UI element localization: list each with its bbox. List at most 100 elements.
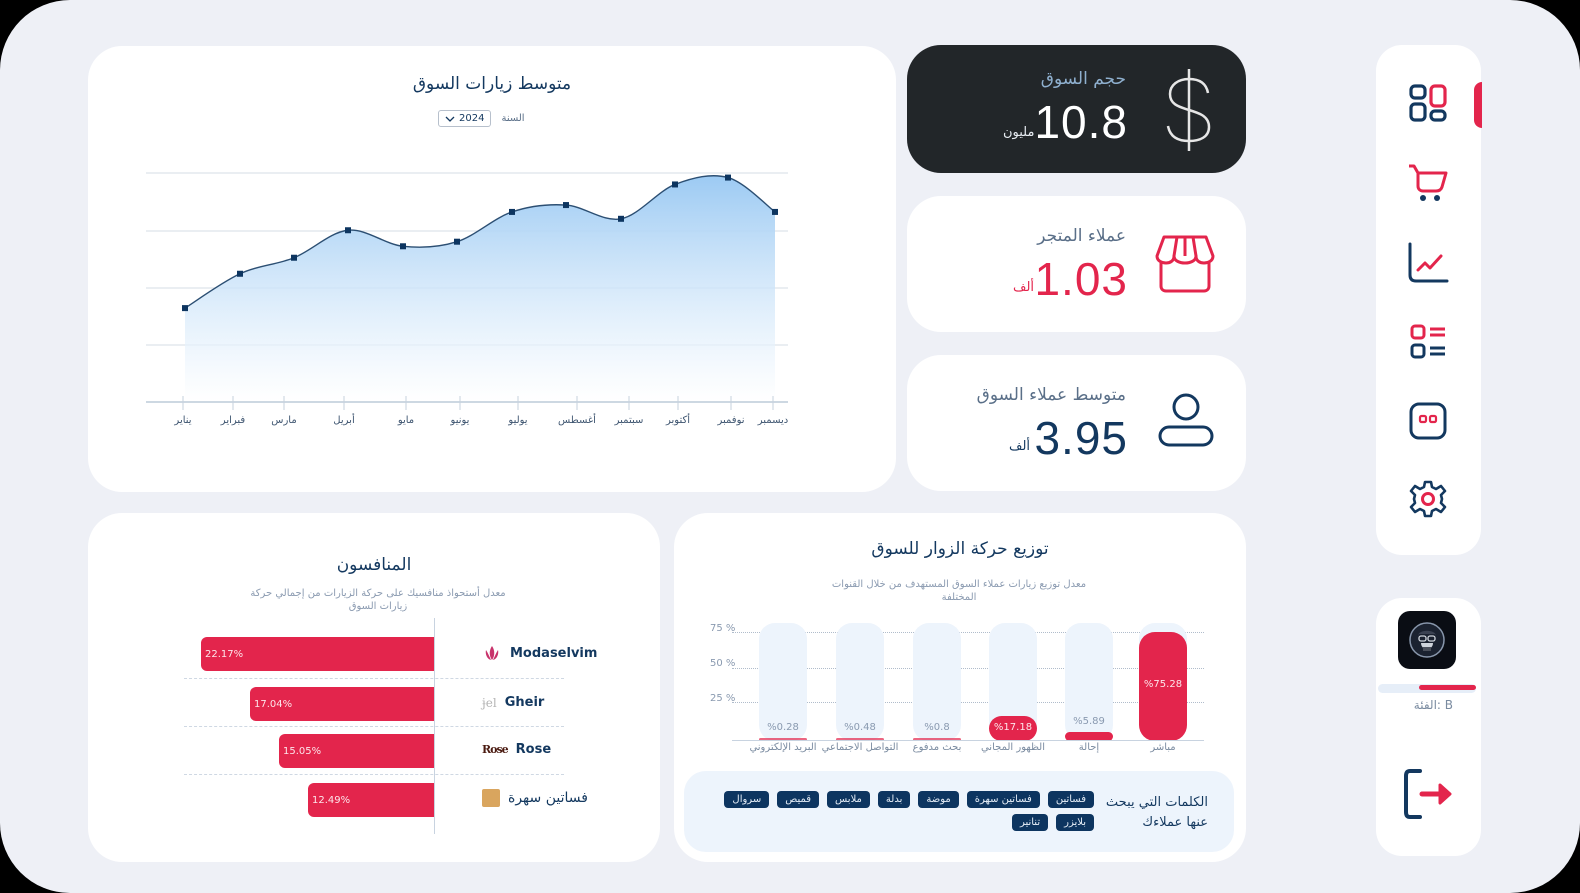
sidebar-item-dashboard[interactable] xyxy=(1406,81,1450,125)
channel-column[interactable] xyxy=(759,623,807,741)
data-point[interactable] xyxy=(772,208,778,215)
sidebar-nav xyxy=(1376,45,1482,555)
keyword-tag[interactable]: بلايزر xyxy=(1056,814,1094,831)
store-customers-label: عملاء المتجر xyxy=(1037,226,1126,246)
data-point[interactable] xyxy=(182,305,188,312)
keyword-tag[interactable]: فساتين xyxy=(1047,791,1094,808)
logout-icon xyxy=(1404,769,1452,819)
market-visits-title: متوسط زيارات السوق xyxy=(412,74,572,94)
sidebar-item-analytics[interactable] xyxy=(1406,241,1450,285)
x-tick-label: أكتوبر xyxy=(665,413,690,426)
market-size-value: 10.8 xyxy=(1034,96,1128,148)
competitor-row[interactable]: 15.05% Rose Rose xyxy=(184,734,564,782)
x-tick-label: نوفمبر xyxy=(716,415,744,426)
channel-column[interactable] xyxy=(1139,623,1187,741)
data-point[interactable] xyxy=(672,181,678,188)
traffic-card: توزيع حركة الزوار للسوق معدل توزيع زيارا… xyxy=(674,513,1246,862)
keyword-tag[interactable]: بدلة xyxy=(877,791,911,808)
grid-line xyxy=(732,702,1204,703)
store-customers-value: 1.03 xyxy=(1034,253,1128,305)
keyword-tag[interactable]: ملابس xyxy=(827,791,870,808)
keyword-tag[interactable]: قميص xyxy=(777,791,820,808)
sidebar-item-cart[interactable] xyxy=(1406,161,1450,205)
channel-bar xyxy=(1065,732,1113,741)
keyword-tag[interactable]: تنانير xyxy=(1011,814,1049,831)
cart-icon xyxy=(1409,164,1448,201)
x-tick-label: أغسطس xyxy=(558,413,596,426)
channel-bar xyxy=(1139,631,1187,741)
store-customers-card: عملاء المتجر 1.03 ألف xyxy=(907,196,1246,332)
data-point[interactable] xyxy=(509,208,515,215)
keyword-tag[interactable]: سروال xyxy=(724,791,770,808)
user-card: الفئة: B xyxy=(1376,598,1481,856)
channel-column[interactable] xyxy=(913,623,961,741)
competitors-title: المنافسون xyxy=(336,555,412,575)
channel-label: بحث مدفوع xyxy=(912,742,962,753)
store-icon xyxy=(1155,235,1215,293)
competitor-bar: 12.49% xyxy=(308,783,434,817)
channel-value: %75.28 xyxy=(1143,679,1183,691)
avg-market-customers-label: متوسط عملاء السوق xyxy=(976,385,1126,405)
channel-label: البريد الإلكتروني xyxy=(749,742,817,753)
keyword-tag[interactable]: فساتين سهرة xyxy=(966,791,1040,808)
data-point[interactable] xyxy=(618,215,624,222)
tier-label: الفئة: B xyxy=(1413,698,1453,712)
competitor-row[interactable]: 12.49% فساتين سهرة xyxy=(184,783,588,831)
year-value: 2024 xyxy=(459,113,485,124)
avatar[interactable] xyxy=(1398,611,1456,669)
grid-icon xyxy=(1409,84,1447,122)
store-customers-unit: ألف xyxy=(1013,280,1035,295)
keyword-tag[interactable]: موضة xyxy=(918,791,959,808)
x-tick-label: يناير xyxy=(173,415,191,426)
y-tick: 75 % xyxy=(710,623,736,634)
market-visits-card: متوسط زيارات السوق 2024 السنة يناير فبراي… xyxy=(88,46,896,492)
data-point[interactable] xyxy=(400,243,406,250)
channel-value: %17.18 xyxy=(993,721,1033,733)
data-point[interactable] xyxy=(291,254,297,261)
rose-logo-icon: Rose xyxy=(482,743,509,756)
market-size-card: حجم السوق 10.8 مليون xyxy=(907,45,1246,173)
channel-column[interactable] xyxy=(836,623,884,741)
competitor-bar: 22.17% xyxy=(201,637,434,671)
x-tick-label: مارس xyxy=(271,415,296,426)
data-point[interactable] xyxy=(237,270,243,277)
market-size-unit: مليون xyxy=(1003,125,1035,140)
channel-bar xyxy=(989,716,1037,741)
channel-label: الظهور المجاني xyxy=(980,742,1046,753)
competitor-name: فساتين سهرة xyxy=(482,789,588,807)
x-tick-label: ديسمبر xyxy=(757,415,788,426)
year-select[interactable]: 2024 xyxy=(438,110,492,127)
competitor-name: Rose Rose xyxy=(482,742,552,757)
channel-bar xyxy=(836,738,884,741)
sidebar-item-chat[interactable] xyxy=(1406,399,1450,443)
competitor-name: ɉel Gheir xyxy=(482,695,545,710)
x-tick-label: فبراير xyxy=(220,415,246,426)
sidebar-item-settings[interactable] xyxy=(1406,477,1450,521)
year-filter: 2024 السنة xyxy=(438,110,525,127)
competitor-row[interactable]: 17.04% ɉel Gheir xyxy=(184,687,564,735)
active-indicator xyxy=(1474,82,1482,128)
competitor-row[interactable]: 22.17% Modaselvim xyxy=(184,637,597,685)
logout-button[interactable] xyxy=(1402,768,1456,824)
traffic-subtitle: معدل توزيع زيارات عملاء السوق المستهدف م… xyxy=(831,579,1087,603)
sidebar-item-list[interactable] xyxy=(1406,321,1450,365)
area-fill xyxy=(185,175,775,402)
competitors-card: المنافسون معدل أستحواذ منافسيك على حركة … xyxy=(88,513,660,862)
data-point[interactable] xyxy=(454,238,460,245)
channel-column[interactable] xyxy=(1065,623,1113,741)
data-point[interactable] xyxy=(345,227,351,234)
y-tick: 25 % xyxy=(710,693,736,704)
row-divider xyxy=(184,726,564,727)
data-point[interactable] xyxy=(563,202,569,209)
row-divider xyxy=(184,774,564,775)
competitor-value: 15.05% xyxy=(283,745,322,757)
data-point[interactable] xyxy=(725,174,731,181)
competitors-subtitle: معدل أستحواذ منافسيك على حركة الزيارات م… xyxy=(250,588,506,612)
competitor-value: 22.17% xyxy=(205,648,244,660)
x-axis xyxy=(732,740,1204,741)
x-tick-label: مايو xyxy=(397,415,414,426)
channel-column[interactable] xyxy=(989,623,1037,741)
channel-bar xyxy=(759,738,807,741)
channel-bar xyxy=(913,738,961,741)
